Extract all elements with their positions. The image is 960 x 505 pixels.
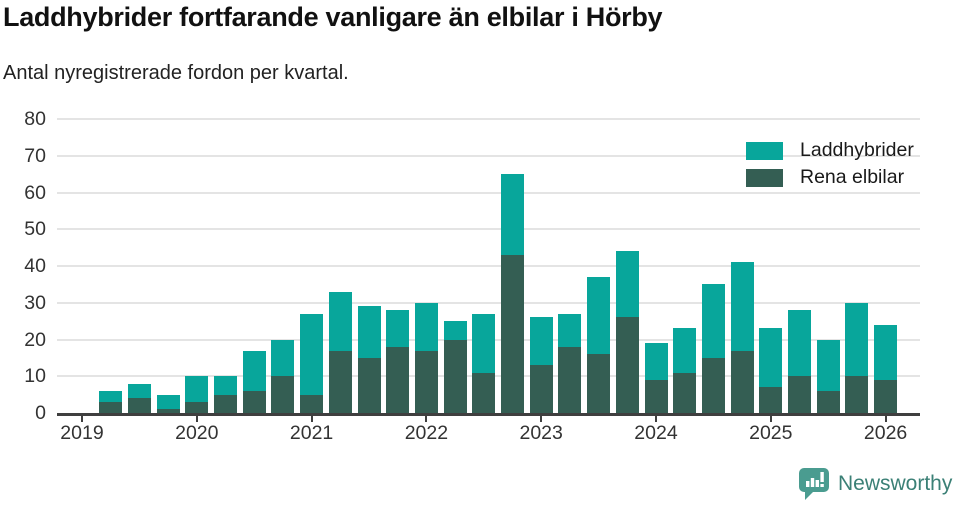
bar-segment-laddhybrider <box>157 395 180 410</box>
bar-segment-laddhybrider <box>501 174 524 255</box>
bar-segment-laddhybrider <box>128 384 151 399</box>
y-tick-label: 30 <box>0 291 46 315</box>
bar-segment-rena-elbilar <box>731 351 754 413</box>
brand-name: Newsworthy <box>838 472 952 496</box>
bar-segment-rena-elbilar <box>300 395 323 413</box>
newsworthy-logo-icon <box>799 467 830 501</box>
bar-segment-laddhybrider <box>673 328 696 372</box>
bar-segment-rena-elbilar <box>157 409 180 413</box>
chart-subtitle: Antal nyregistrerade fordon per kvartal. <box>3 62 349 85</box>
bar-segment-laddhybrider <box>817 340 840 391</box>
bar-segment-laddhybrider <box>185 376 208 402</box>
legend: Laddhybrider Rena elbilar <box>746 138 914 192</box>
bar-segment-rena-elbilar <box>386 347 409 413</box>
bar-segment-rena-elbilar <box>874 380 897 413</box>
bar-segment-laddhybrider <box>587 277 610 354</box>
bar-segment-rena-elbilar <box>702 358 725 413</box>
y-tick-label: 20 <box>0 328 46 352</box>
bar-segment-laddhybrider <box>530 317 553 365</box>
bar-segment-rena-elbilar <box>415 351 438 413</box>
bar-segment-laddhybrider <box>472 314 495 373</box>
bar-segment-laddhybrider <box>329 292 352 351</box>
bar-segment-laddhybrider <box>243 351 266 391</box>
bar-segment-laddhybrider <box>645 343 668 380</box>
bar-segment-rena-elbilar <box>329 351 352 413</box>
bar-segment-laddhybrider <box>731 262 754 350</box>
bar-segment-rena-elbilar <box>271 376 294 413</box>
bar-segment-rena-elbilar <box>845 376 868 413</box>
bar-segment-laddhybrider <box>386 310 409 347</box>
bar-segment-rena-elbilar <box>444 340 467 414</box>
chart-canvas: Laddhybrider fortfarande vanligare än el… <box>0 0 960 505</box>
y-tick-label: 0 <box>0 401 46 425</box>
bar-segment-rena-elbilar <box>616 317 639 413</box>
x-tick-label: 2019 <box>42 422 122 445</box>
bar-segment-laddhybrider <box>99 391 122 402</box>
bar-segment-laddhybrider <box>845 303 868 377</box>
bar-segment-laddhybrider <box>300 314 323 395</box>
x-tick-label: 2022 <box>386 422 466 445</box>
bar-segment-rena-elbilar <box>673 373 696 413</box>
x-tick-label: 2025 <box>731 422 811 445</box>
gridline-y-50 <box>57 228 920 230</box>
bar-segment-rena-elbilar <box>645 380 668 413</box>
legend-item-laddhybrider: Laddhybrider <box>746 138 914 163</box>
bar-segment-laddhybrider <box>874 325 897 380</box>
bar-segment-laddhybrider <box>214 376 237 394</box>
bar-segment-rena-elbilar <box>99 402 122 413</box>
legend-label: Laddhybrider <box>800 139 914 162</box>
bar-segment-rena-elbilar <box>214 395 237 413</box>
bar-segment-laddhybrider <box>415 303 438 351</box>
legend-item-rena-elbilar: Rena elbilar <box>746 165 914 190</box>
bar-segment-rena-elbilar <box>128 398 151 413</box>
x-tick-label: 2026 <box>846 422 926 445</box>
bar-segment-laddhybrider <box>702 284 725 358</box>
gridline-y-40 <box>57 265 920 267</box>
bar-segment-laddhybrider <box>616 251 639 317</box>
y-tick-label: 60 <box>0 181 46 205</box>
bar-segment-laddhybrider <box>788 310 811 376</box>
legend-swatch-rena-elbilar <box>746 169 783 187</box>
y-tick-label: 80 <box>0 107 46 131</box>
bar-segment-rena-elbilar <box>358 358 381 413</box>
bar-segment-laddhybrider <box>271 340 294 377</box>
bar-segment-laddhybrider <box>358 306 381 357</box>
x-tick-label: 2023 <box>501 422 581 445</box>
bar-segment-laddhybrider <box>759 328 782 387</box>
bar-segment-laddhybrider <box>444 321 467 339</box>
chart-title: Laddhybrider fortfarande vanligare än el… <box>3 2 662 33</box>
y-tick-label: 10 <box>0 364 46 388</box>
gridline-y-80 <box>57 118 920 120</box>
bar-segment-rena-elbilar <box>530 365 553 413</box>
bar-segment-rena-elbilar <box>587 354 610 413</box>
x-tick-label: 2024 <box>616 422 696 445</box>
brand-footer: Newsworthy <box>799 467 952 501</box>
legend-label: Rena elbilar <box>800 166 904 189</box>
bar-segment-rena-elbilar <box>558 347 581 413</box>
bar-segment-rena-elbilar <box>759 387 782 413</box>
gridline-y-30 <box>57 302 920 304</box>
x-tick-label: 2021 <box>272 422 352 445</box>
y-tick-label: 50 <box>0 217 46 241</box>
bar-segment-rena-elbilar <box>472 373 495 413</box>
x-tick-label: 2020 <box>157 422 237 445</box>
y-tick-label: 40 <box>0 254 46 278</box>
bar-segment-rena-elbilar <box>185 402 208 413</box>
bar-segment-rena-elbilar <box>501 255 524 413</box>
bar-segment-laddhybrider <box>558 314 581 347</box>
legend-swatch-laddhybrider <box>746 142 783 160</box>
y-tick-label: 70 <box>0 144 46 168</box>
bar-segment-rena-elbilar <box>788 376 811 413</box>
bar-segment-rena-elbilar <box>243 391 266 413</box>
bar-segment-rena-elbilar <box>817 391 840 413</box>
